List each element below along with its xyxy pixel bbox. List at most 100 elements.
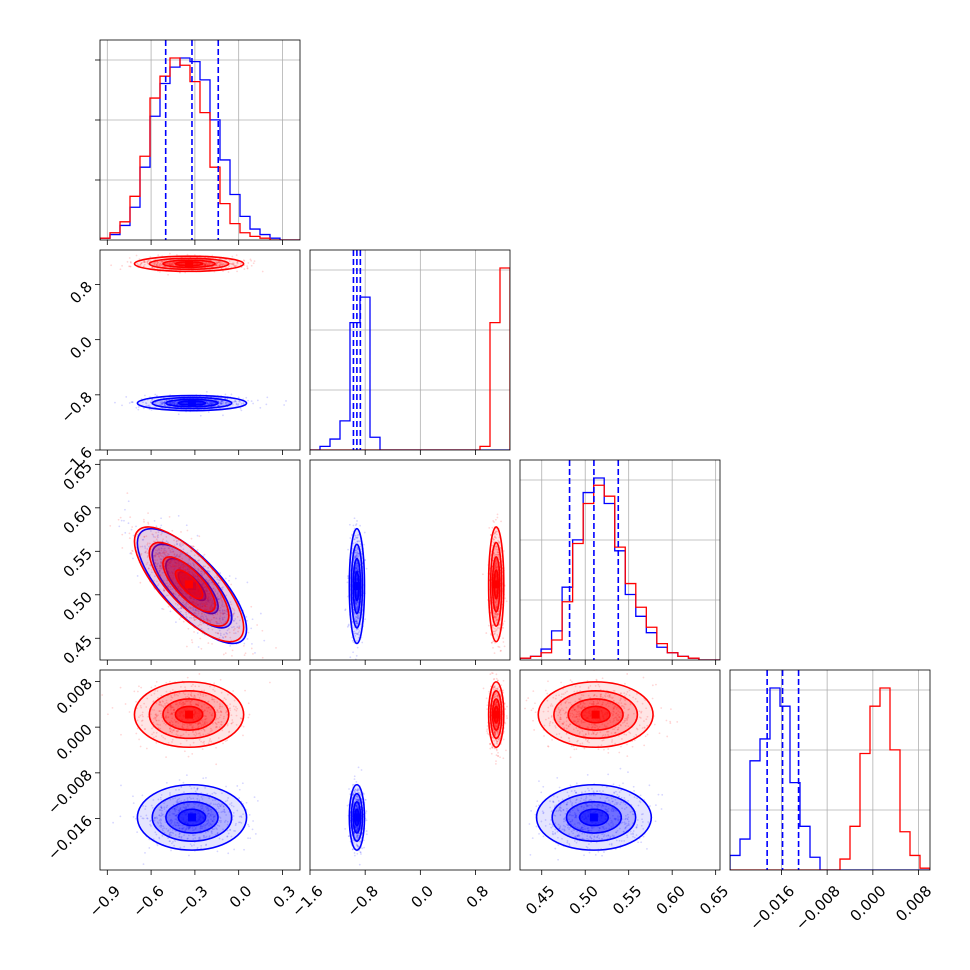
red-sample-point (159, 260, 161, 263)
red-sample-point (179, 551, 182, 554)
red-sample-point (494, 564, 497, 567)
blue-sample-point (208, 835, 211, 837)
blue-sample-point (285, 400, 287, 402)
red-sample-point (144, 551, 147, 554)
red-sample-point (231, 263, 233, 265)
red-sample-point (222, 270, 224, 273)
blue-sample-point (355, 568, 358, 570)
blue-sample-point (156, 394, 158, 397)
red-sample-point (167, 587, 170, 589)
red-sample-point (147, 260, 149, 263)
blue-sample-point (216, 622, 219, 625)
blue-sample-point (222, 612, 225, 614)
blue-sample-point (177, 413, 180, 416)
red-sample-point (211, 628, 214, 631)
blue-sample-point (353, 538, 356, 541)
panel-1-1 (309, 249, 511, 451)
red-sample-point (191, 545, 194, 548)
blue-sample-point (206, 814, 209, 817)
red-sample-point (187, 571, 190, 573)
red-sample-point (206, 592, 209, 595)
blue-sample-point (245, 615, 248, 618)
red-sample-point (218, 721, 220, 724)
blue-sample-point (171, 559, 173, 562)
blue-sample-point (239, 619, 241, 622)
red-sample-point (230, 262, 232, 265)
red-sample-point (157, 254, 160, 256)
blue-sample-point (207, 566, 210, 569)
blue-sample-point (187, 834, 190, 837)
red-sample-point (493, 567, 496, 570)
red-sample-point (492, 640, 495, 643)
blue-sample-point (206, 402, 209, 405)
blue-sample-point (158, 825, 161, 827)
blue-sample-point (131, 401, 134, 404)
blue-sample-point (354, 556, 357, 559)
red-sample-point (146, 556, 149, 559)
red-sample-point (159, 262, 161, 265)
blue-sample-point (283, 404, 286, 406)
red-sample-point (154, 540, 157, 543)
red-sample-point (224, 263, 227, 266)
blue-sample-point (206, 822, 208, 825)
blue-sample-point (132, 795, 134, 798)
blue-sample-point (181, 824, 184, 827)
blue-sample-point (355, 603, 358, 606)
red-sample-point (494, 535, 496, 538)
red-sample-point (193, 619, 196, 621)
red-sample-point (188, 568, 191, 571)
blue-sample-point (200, 847, 202, 850)
blue-sample-point (149, 820, 152, 822)
blue-sample-point (143, 407, 145, 410)
blue-sample-point (127, 500, 130, 503)
blue-sample-point (216, 828, 218, 831)
blue-sample-point (242, 813, 245, 815)
blue-sample-point (242, 402, 245, 405)
red-sample-point (192, 545, 195, 548)
red-sample-point (157, 261, 159, 263)
blue-sample-point (218, 837, 221, 840)
red-sample-point (209, 608, 212, 611)
red-sample-point (131, 549, 134, 552)
red-sample-point (143, 261, 146, 263)
red-sample-point (158, 556, 161, 558)
blue-sample-point (204, 836, 207, 839)
blue-sample-point (354, 615, 357, 618)
blue-sample-point (170, 570, 173, 573)
blue-sample-point (357, 617, 359, 620)
blue-sample-point (144, 808, 147, 810)
red-sample-point (162, 588, 165, 591)
blue-sample-point (196, 787, 199, 790)
red-sample-point (208, 263, 211, 265)
panel-2-2 (519, 459, 721, 661)
blue-sample-point (220, 803, 223, 806)
blue-sample-point (356, 646, 359, 649)
red-sample-point (175, 562, 177, 565)
red-sample-point (205, 262, 208, 265)
blue-sample-point (171, 829, 174, 831)
blue-sample-point (171, 571, 174, 574)
red-sample-point (166, 552, 169, 555)
blue-sample-point (208, 797, 211, 800)
red-sample-point (204, 263, 206, 266)
blue-sample-point (195, 602, 198, 604)
red-sample-point (205, 590, 208, 593)
blue-sample-point (223, 609, 226, 612)
red-sample-point (168, 560, 171, 563)
blue-sample-point (209, 403, 211, 406)
blue-sample-point (355, 536, 358, 539)
red-sample-point (204, 263, 207, 266)
red-sample-point (143, 261, 146, 263)
red-sample-point (233, 627, 236, 630)
blue-sample-point (185, 604, 187, 607)
red-sample-point (182, 599, 185, 602)
red-sample-point (201, 605, 204, 608)
blue-sample-point (205, 835, 208, 838)
red-sample-point (117, 518, 120, 521)
blue-sample-point (188, 854, 190, 857)
red-sample-point (253, 260, 256, 263)
blue-sample-point (238, 788, 241, 791)
red-sample-point (178, 608, 180, 610)
red-sample-point (147, 262, 149, 265)
red-density-peak (185, 259, 194, 268)
